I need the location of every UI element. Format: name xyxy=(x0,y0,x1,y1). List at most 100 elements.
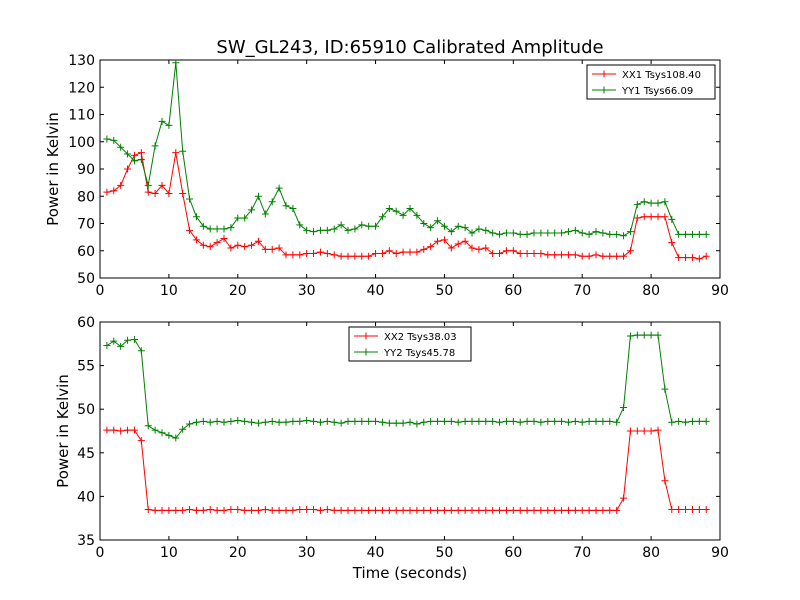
data-point xyxy=(489,506,497,514)
data-point xyxy=(144,181,152,189)
data-point xyxy=(261,245,269,253)
data-point xyxy=(385,419,393,427)
data-point xyxy=(440,417,448,425)
data-point xyxy=(268,245,276,253)
data-point xyxy=(675,254,683,262)
data-point xyxy=(365,417,373,425)
data-point xyxy=(675,417,683,425)
data-point xyxy=(530,417,538,425)
data-point xyxy=(151,190,159,198)
data-point xyxy=(434,506,442,514)
data-point xyxy=(358,506,366,514)
data-point xyxy=(420,506,428,514)
data-point xyxy=(179,425,187,433)
data-point xyxy=(330,418,338,426)
data-point xyxy=(406,248,414,256)
data-point xyxy=(489,417,497,425)
data-point xyxy=(613,252,621,260)
data-point xyxy=(330,251,338,259)
data-point xyxy=(702,417,710,425)
y-tick-label: 120 xyxy=(68,80,95,96)
data-point xyxy=(392,506,400,514)
y-tick-label: 45 xyxy=(77,446,95,462)
x-tick-label: 50 xyxy=(436,545,454,561)
data-point xyxy=(420,245,428,253)
x-axis-label: Time (seconds) xyxy=(352,564,468,582)
data-point xyxy=(220,418,228,426)
legend-marker xyxy=(600,70,608,78)
data-point xyxy=(372,506,380,514)
data-point xyxy=(626,332,634,340)
data-point xyxy=(282,202,290,210)
data-point xyxy=(606,417,614,425)
data-point xyxy=(537,506,545,514)
data-point xyxy=(613,418,621,426)
data-point xyxy=(702,230,710,238)
data-point xyxy=(137,149,145,157)
data-point xyxy=(434,217,442,225)
legend-label: YY2 Tsys45.78 xyxy=(383,348,455,359)
data-point xyxy=(337,221,345,229)
data-point xyxy=(234,417,242,425)
data-point xyxy=(454,506,462,514)
data-point xyxy=(585,230,593,238)
data-point xyxy=(124,150,132,158)
data-point xyxy=(241,417,249,425)
data-point xyxy=(144,505,152,513)
data-point xyxy=(103,188,111,196)
data-point xyxy=(130,157,138,165)
data-point xyxy=(640,331,648,339)
data-point xyxy=(434,417,442,425)
y-tick-label: 50 xyxy=(77,271,95,287)
data-point xyxy=(248,206,256,214)
data-point xyxy=(124,426,132,434)
data-point xyxy=(165,506,173,514)
data-point xyxy=(303,249,311,257)
data-point xyxy=(192,418,200,426)
data-point xyxy=(310,417,318,425)
data-point xyxy=(310,505,318,513)
data-point xyxy=(337,506,345,514)
data-point xyxy=(275,244,283,252)
data-point xyxy=(372,222,380,230)
data-point xyxy=(516,249,524,257)
data-point xyxy=(578,252,586,260)
data-point xyxy=(254,506,262,514)
data-point xyxy=(551,417,559,425)
data-point xyxy=(516,418,524,426)
data-point xyxy=(564,251,572,259)
series-line xyxy=(106,62,707,237)
data-point xyxy=(626,427,634,435)
data-point xyxy=(199,222,207,230)
data-point xyxy=(179,147,187,155)
data-point xyxy=(227,244,235,252)
data-point xyxy=(633,427,641,435)
data-point xyxy=(241,214,249,222)
data-point xyxy=(578,418,586,426)
legend-label: YY1 Tsys66.09 xyxy=(621,86,693,97)
data-point xyxy=(172,59,180,67)
data-point xyxy=(647,213,655,221)
data-point xyxy=(447,417,455,425)
data-point xyxy=(461,224,469,232)
data-point xyxy=(640,198,648,206)
legend-box xyxy=(586,64,716,100)
data-point xyxy=(537,229,545,237)
data-point xyxy=(523,249,531,257)
data-point xyxy=(475,225,483,233)
data-point xyxy=(378,418,386,426)
data-point xyxy=(399,506,407,514)
data-point xyxy=(447,228,455,236)
data-point xyxy=(261,505,269,513)
data-point xyxy=(502,506,510,514)
data-point xyxy=(682,254,690,262)
data-point xyxy=(378,249,386,257)
data-point xyxy=(475,245,483,253)
y-tick-label: 100 xyxy=(68,135,95,151)
data-point xyxy=(351,506,359,514)
data-point xyxy=(585,417,593,425)
data-point xyxy=(695,417,703,425)
data-point xyxy=(482,226,490,234)
data-point xyxy=(192,506,200,514)
data-point xyxy=(385,506,393,514)
